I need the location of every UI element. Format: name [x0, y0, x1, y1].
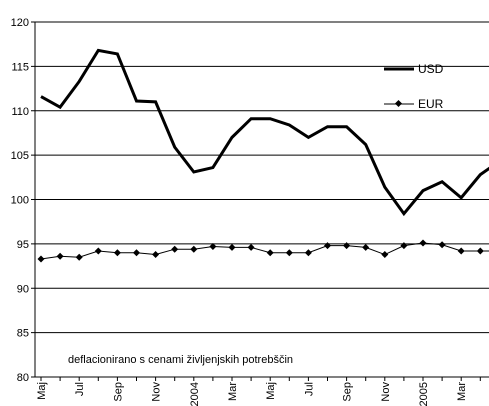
gridlines: [35, 21, 489, 334]
x-axis-ticks: MajJulSepNov2004MarMajJulSepNov2005MarMa…: [36, 377, 481, 406]
eur-point: [285, 249, 293, 257]
series-usd: [40, 48, 489, 217]
eur-point: [133, 249, 140, 257]
chart-annotation: deflacionirano s cenami življenjskih pot…: [68, 354, 293, 366]
y-tick-label: 110: [11, 106, 29, 118]
eur-point: [476, 247, 484, 255]
y-tick-label: 115: [11, 61, 29, 73]
y-tick-label: 80: [17, 372, 29, 384]
legend-eur-marker: [394, 99, 403, 108]
eur-point: [171, 245, 179, 253]
eur-point: [113, 249, 121, 257]
eur-line: [40, 242, 489, 260]
x-tick-label: 2005: [418, 382, 430, 406]
usd-line: [40, 48, 489, 217]
y-tick-label: 95: [17, 239, 29, 251]
y-tick-label: 105: [11, 150, 29, 162]
x-tick-label: Jul: [74, 382, 86, 396]
eur-point: [419, 239, 427, 247]
x-tick-label: Mar: [456, 382, 468, 401]
eur-point: [381, 251, 389, 259]
eur-point: [37, 255, 45, 263]
eur-point: [94, 247, 102, 255]
eur-point: [457, 247, 465, 255]
x-tick-label: Nov: [151, 382, 163, 402]
eur-point: [324, 242, 331, 250]
y-tick-label: 100: [11, 195, 29, 207]
eur-point: [152, 251, 160, 259]
legend-usd-label: USD: [418, 62, 444, 76]
eur-point: [228, 243, 236, 251]
eur-point: [209, 243, 217, 251]
eur-point: [400, 242, 408, 250]
x-tick-label: Mar: [227, 382, 239, 401]
series-eur: [37, 239, 489, 263]
legend-eur-label: EUR: [418, 97, 444, 111]
x-tick-label: 2004: [189, 382, 201, 406]
x-tick-label: Sep: [112, 382, 124, 402]
y-tick-label: 85: [17, 328, 29, 340]
eur-point: [75, 253, 83, 261]
eur-point: [343, 242, 351, 250]
x-tick-label: Maj: [36, 382, 48, 400]
y-tick-label: 120: [11, 17, 29, 29]
eur-point: [362, 243, 370, 251]
x-tick-label: Maj: [265, 382, 277, 400]
x-tick-label: Sep: [342, 382, 354, 402]
eur-point: [56, 252, 64, 260]
eur-point: [304, 249, 312, 257]
x-tick-label: Jul: [303, 382, 315, 396]
eur-point: [247, 243, 255, 251]
eur-point: [438, 241, 446, 249]
eur-point: [190, 245, 198, 253]
eur-point: [266, 249, 274, 257]
x-tick-label: Nov: [380, 382, 392, 402]
legend: USD EUR: [384, 62, 444, 111]
y-tick-label: 90: [17, 283, 29, 295]
y-axis-ticks: 80 85 90 95 100 105 110 115 120: [11, 17, 35, 384]
